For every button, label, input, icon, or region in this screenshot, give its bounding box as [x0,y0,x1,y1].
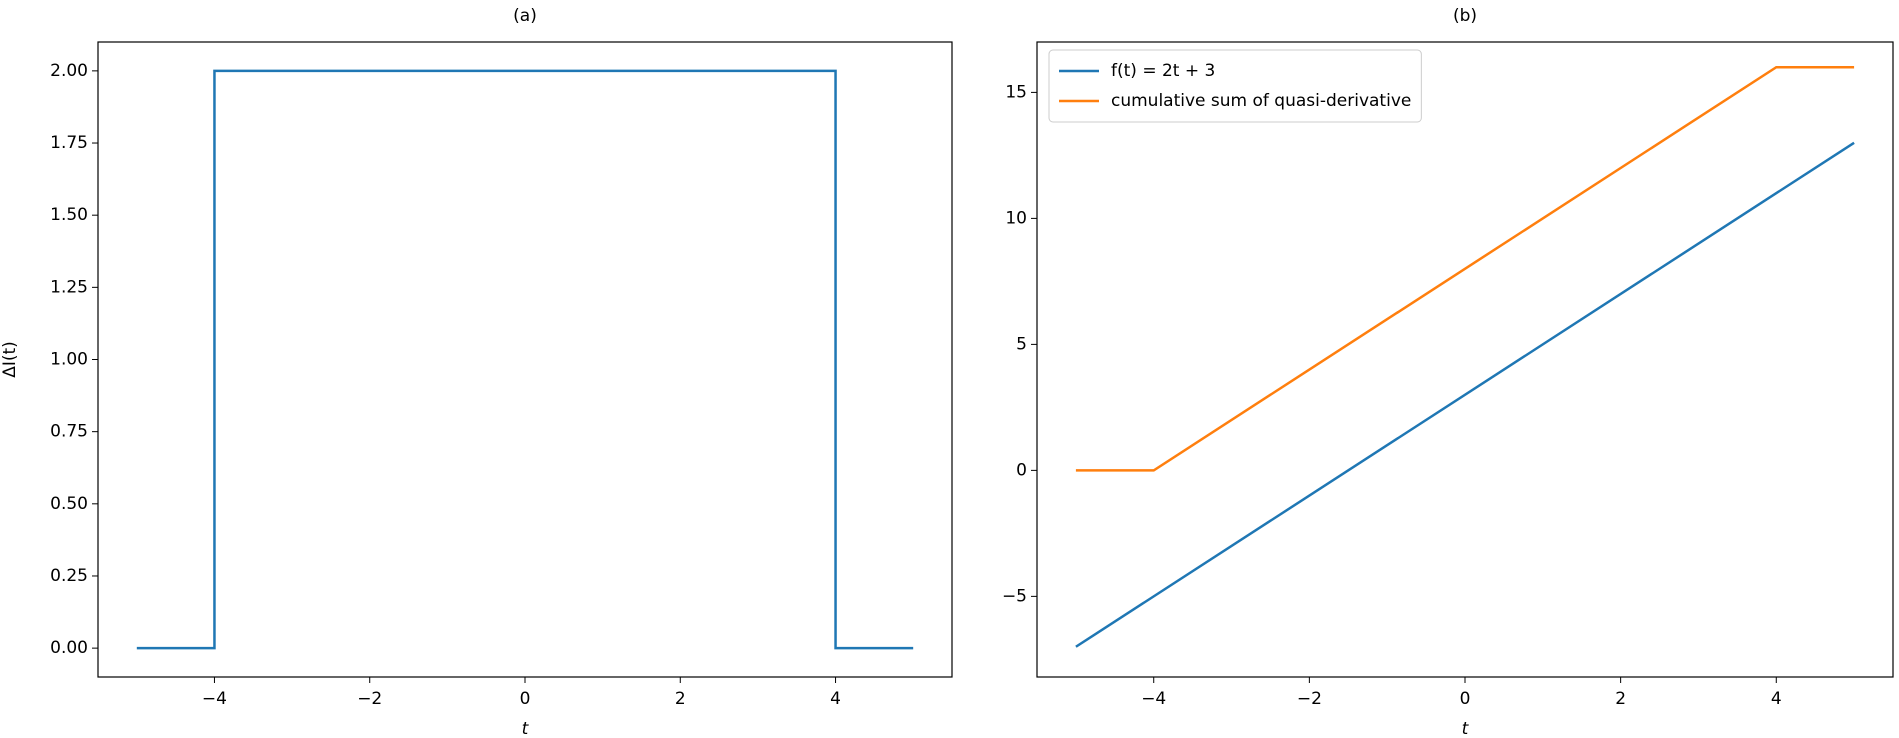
y-tick-label: 1.75 [50,133,88,153]
x-tick-label: 0 [1460,689,1471,709]
y-tick-label: 2.00 [50,61,88,81]
x-axis-label: t [1462,719,1470,738]
y-tick-label: 1.50 [50,205,88,225]
y-tick-label: −5 [1002,586,1027,606]
y-tick-label: 0.50 [50,494,88,514]
legend: f(t) = 2t + 3 cumulative sum of quasi-der… [1048,49,1422,123]
y-tick-label: 1.00 [50,350,88,370]
y-tick-label: 0.00 [50,638,88,658]
data-line [1075,141,1855,648]
x-tick-label: −2 [357,689,382,709]
y-tick-label: 0.25 [50,566,88,586]
axes-frame [97,41,953,678]
legend-label: f(t) = 2t + 3 [1111,61,1215,81]
x-tick-label: −4 [202,689,227,709]
y-tick-label: 0 [1016,460,1027,480]
x-tick-label: 2 [1615,689,1626,709]
x-axis-label: t [522,719,530,738]
y-tick-label: 0.75 [50,422,88,442]
x-tick-label: −4 [1141,689,1166,709]
y-tick-label: 1.25 [50,277,88,297]
x-tick-label: −2 [1297,689,1322,709]
y-tick-label: 5 [1016,334,1027,354]
x-tick-label: 4 [1771,689,1782,709]
data-line [136,69,914,650]
y-tick-label: 15 [1005,82,1027,102]
y-tick-label: 10 [1005,208,1027,228]
chart-title: (a) [513,6,537,26]
legend-box [1048,49,1422,123]
data-line [1075,65,1855,472]
chart-title: (b) [1453,6,1477,26]
axes-frame [1036,41,1894,678]
x-tick-label: 0 [520,689,531,709]
legend-label: cumulative sum of quasi-derivative [1111,91,1411,111]
y-axis-label: ΔI(t) [0,341,20,378]
x-tick-label: 4 [830,689,841,709]
x-tick-label: 2 [675,689,686,709]
